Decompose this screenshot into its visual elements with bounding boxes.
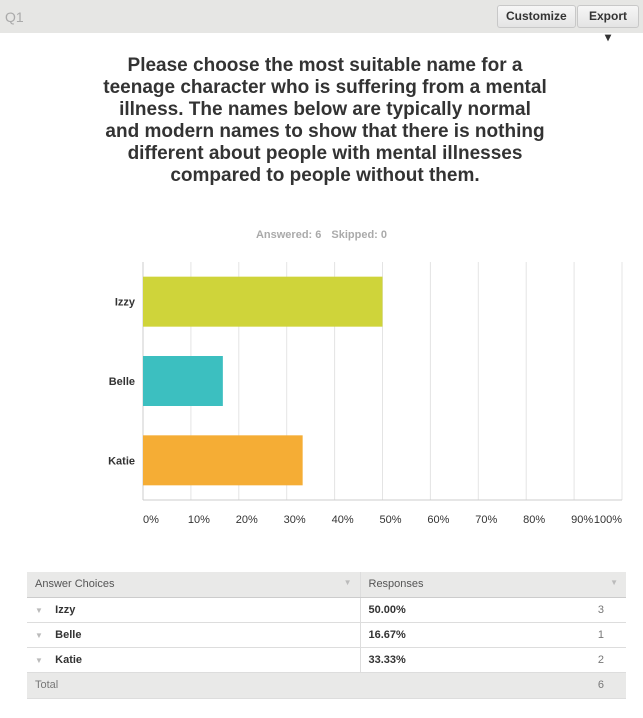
choice-label: Izzy <box>55 603 76 616</box>
header-responses[interactable]: Responses <box>368 578 424 591</box>
choice-label: Belle <box>55 628 82 641</box>
total-count: 6 <box>519 672 626 699</box>
x-tick-label: 20% <box>236 514 258 526</box>
response-percent: 16.67% <box>360 622 520 648</box>
choice-label: Katie <box>55 653 83 666</box>
x-tick-label: 30% <box>284 514 306 526</box>
responses-table: Answer Choices ▼ Responses ▼ ▼ Izzy 50.00% 3… <box>27 572 626 699</box>
x-tick-label: 100% <box>594 514 622 526</box>
response-stats: Answered: 6 Skipped: 0 <box>0 229 643 241</box>
sort-arrow-icon[interactable]: ▼ <box>610 578 618 588</box>
expand-arrow-icon[interactable]: ▼ <box>35 605 43 615</box>
x-tick-label: 0% <box>143 514 159 526</box>
category-label: Katie <box>108 455 135 467</box>
question-number: Q1 <box>5 9 24 25</box>
bar-katie <box>143 435 303 486</box>
question-title: Please choose the most suitable name for… <box>103 55 547 186</box>
header-answer-choices[interactable]: Answer Choices <box>35 578 115 591</box>
expand-arrow-icon[interactable]: ▼ <box>35 655 43 665</box>
table-row: ▼ Izzy 50.00% 3 <box>27 597 626 623</box>
response-count: 1 <box>519 622 626 648</box>
expand-arrow-icon[interactable]: ▼ <box>35 630 43 640</box>
customize-button[interactable]: Customize <box>497 5 576 28</box>
x-tick-label: 40% <box>332 514 354 526</box>
response-percent: 50.00% <box>360 597 520 623</box>
bar-chart: 0% 10% 20% 30% 40% 50% 60% 70% 80% 90% 100% Izzy Bel… <box>108 262 623 526</box>
total-row: Total 6 <box>27 672 626 699</box>
question-header-bar: Q1 Customize Export ▾ <box>0 0 643 44</box>
sort-arrow-icon[interactable]: ▼ <box>343 578 352 588</box>
category-label: Belle <box>109 376 135 388</box>
export-button[interactable]: Export ▾ <box>577 5 639 44</box>
x-tick-label: 50% <box>379 514 401 526</box>
x-tick-label: 80% <box>523 514 545 526</box>
category-label: Izzy <box>115 297 136 309</box>
skipped-count: Skipped: 0 <box>331 229 388 241</box>
x-tick-label: 90% <box>571 514 593 526</box>
table-row: ▼ Belle 16.67% 1 <box>27 622 626 648</box>
total-label: Total <box>27 672 520 699</box>
response-count: 2 <box>519 647 626 673</box>
x-tick-label: 60% <box>427 514 449 526</box>
response-count: 3 <box>519 597 626 623</box>
bar-belle <box>143 356 223 406</box>
answered-count: Answered: 6 <box>255 229 322 241</box>
x-tick-label: 10% <box>188 514 210 526</box>
bar-izzy <box>143 276 383 327</box>
table-row: ▼ Katie 33.33% 2 <box>27 647 626 673</box>
x-tick-label: 70% <box>475 514 497 526</box>
response-percent: 33.33% <box>360 647 520 673</box>
